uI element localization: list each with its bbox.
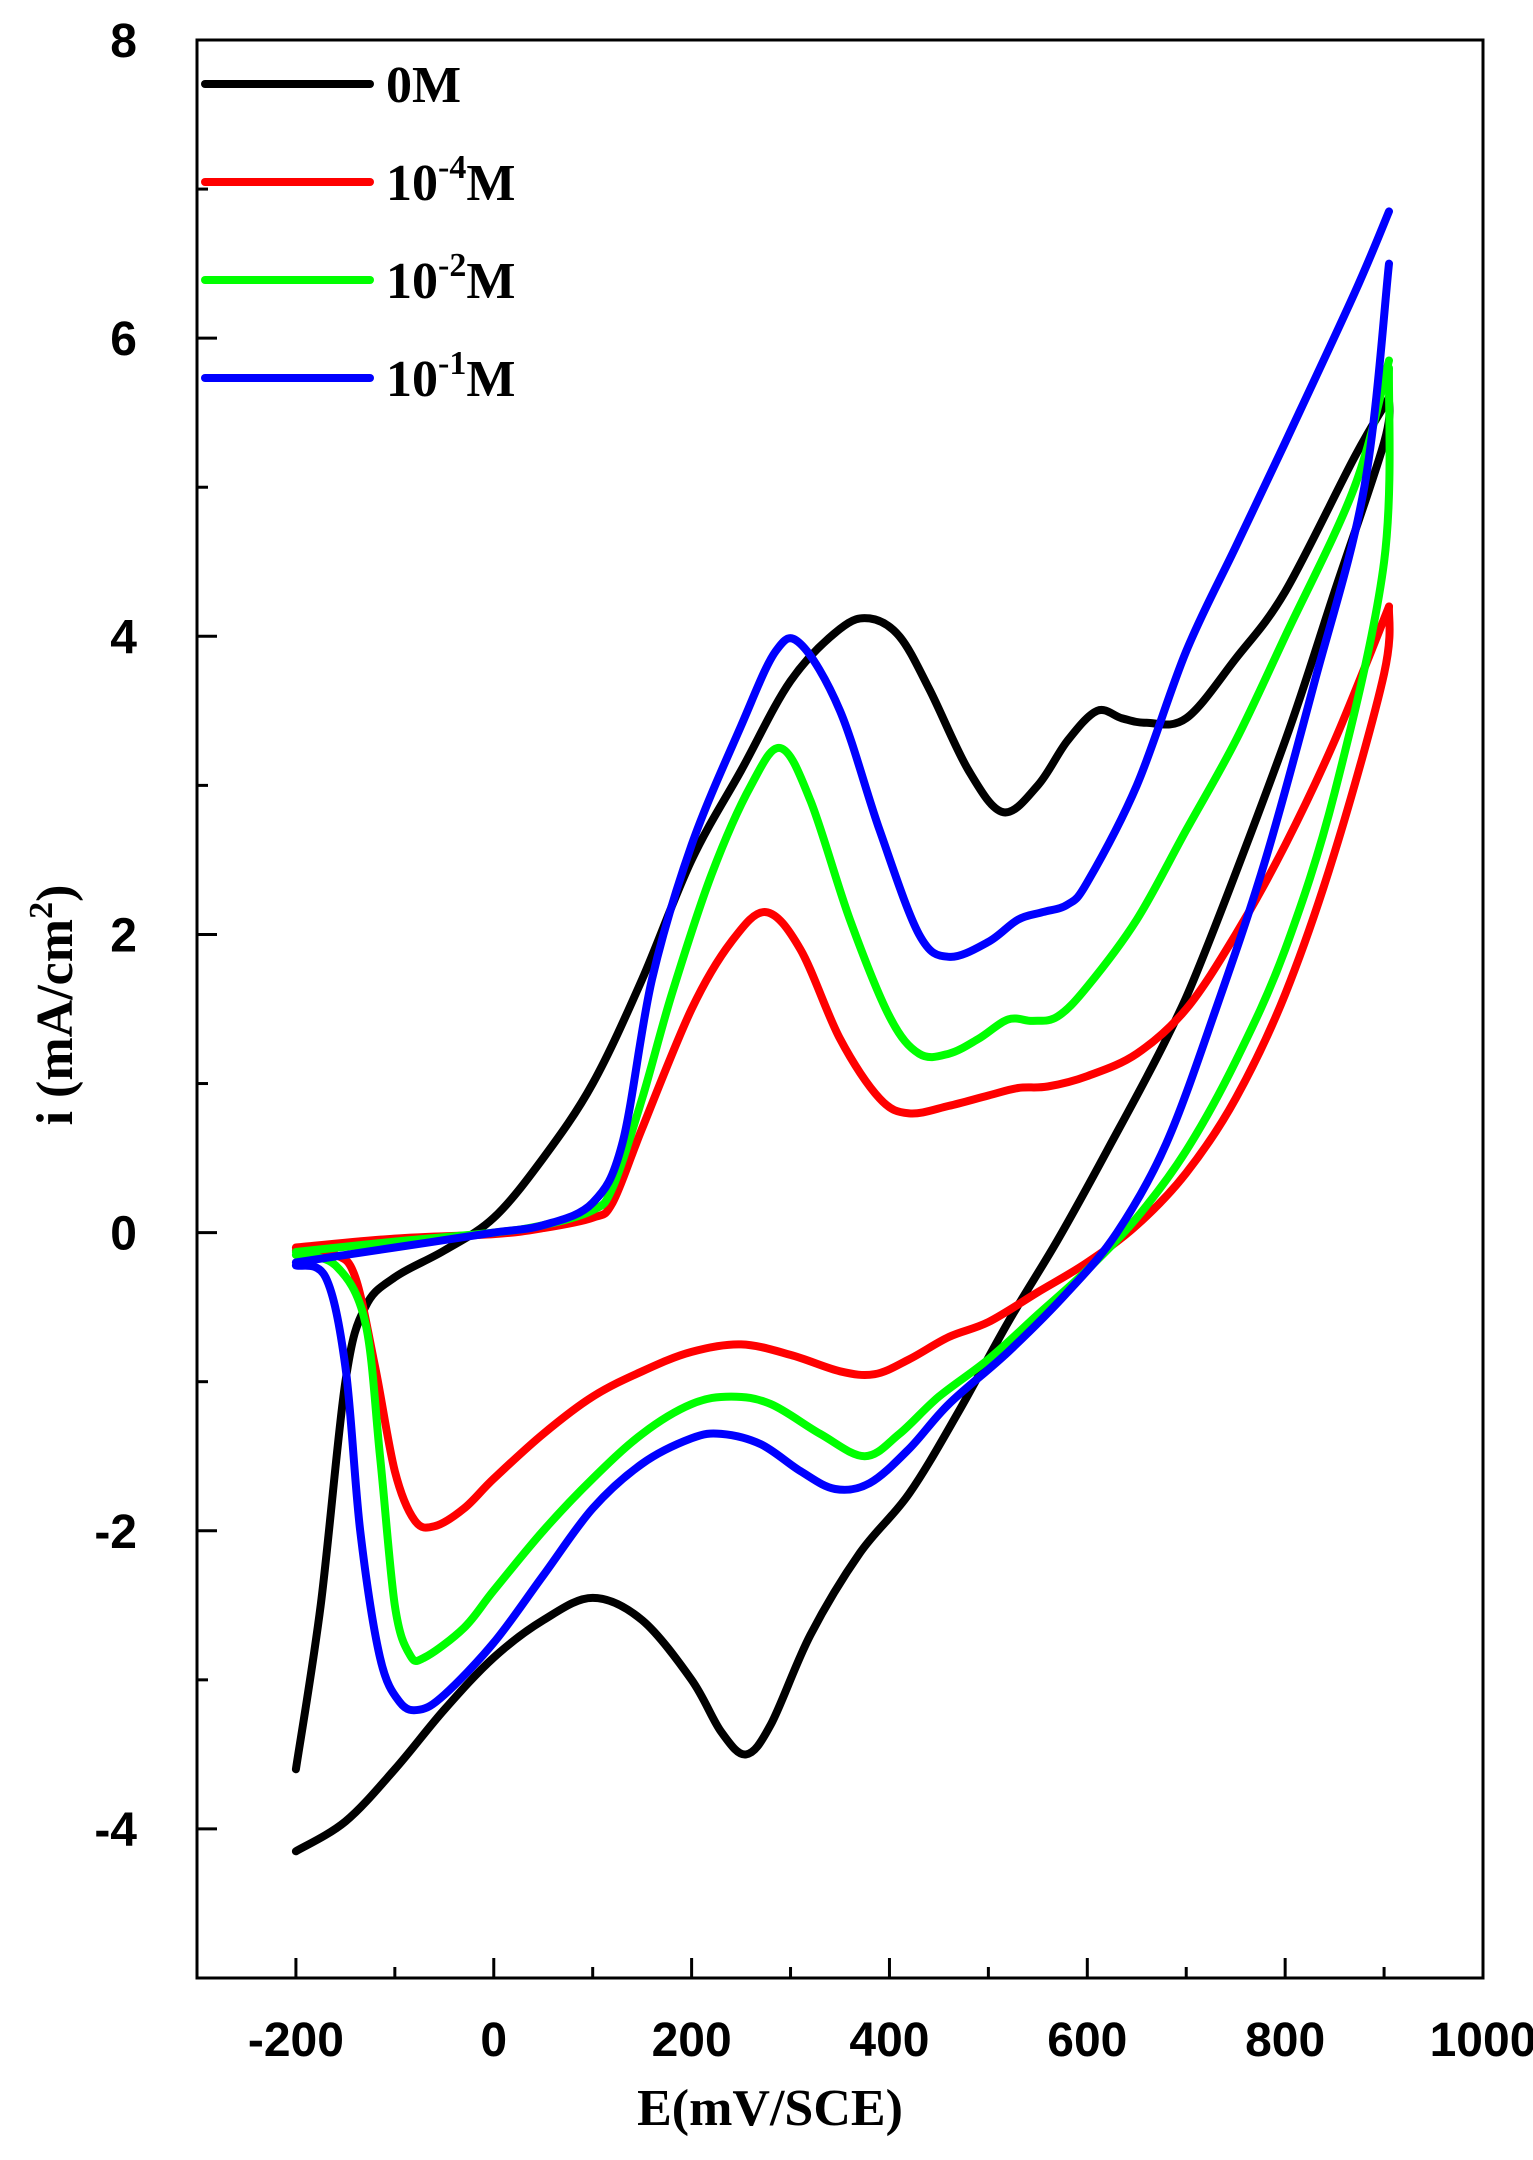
series-10-4m	[291, 602, 1394, 1532]
axis-ticks	[195, 38, 1485, 1980]
y-tick-label: 8	[110, 15, 137, 68]
series-line-forward	[291, 259, 1393, 1715]
legend-label: 10-4M	[386, 149, 515, 212]
y-tick-label: -2	[94, 1506, 137, 1559]
x-tick-label: 1000	[1430, 2014, 1533, 2067]
plot-frame	[195, 38, 1485, 1980]
series-line-reverse	[291, 393, 1393, 1774]
series-line-forward	[291, 364, 1394, 1665]
y-tick-label: -4	[94, 1804, 137, 1857]
y-tick-label: 6	[110, 313, 137, 366]
y-tick-label: 0	[110, 1208, 137, 1261]
x-axis-title: E(mV/SCE)	[637, 2080, 903, 2137]
x-tick-label: 200	[652, 2014, 732, 2067]
series-line-forward	[291, 602, 1394, 1532]
series-line-reverse	[291, 356, 1393, 1256]
y-axis-title: i (mA/cm2)	[23, 885, 84, 1126]
series-line-reverse	[291, 602, 1393, 1252]
y-axis-title-close: )	[27, 885, 84, 902]
legend-label: 10-1M	[386, 345, 515, 408]
legend-item: 10-2M	[201, 247, 515, 310]
legend-label: 10-2M	[386, 247, 515, 310]
series-0m	[291, 393, 1394, 1856]
legend: 0M 10-4M 10-2M 10-1M	[201, 57, 515, 408]
series-lines	[291, 207, 1394, 1856]
legend-label: 0M	[386, 57, 461, 114]
legend-item: 0M	[201, 57, 461, 114]
y-tick-label: 2	[110, 909, 137, 962]
series-line-reverse	[291, 207, 1393, 1267]
x-tick-label: 600	[1047, 2014, 1127, 2067]
x-tick-label: 800	[1245, 2014, 1325, 2067]
legend-item: 10-1M	[201, 345, 515, 408]
y-axis-title-sup: 2	[23, 902, 60, 919]
y-tick-label: 4	[110, 611, 137, 664]
x-tick-label: 400	[849, 2014, 929, 2067]
legend-item: 10-4M	[201, 149, 515, 212]
y-axis-title-main: i (mA/cm	[27, 919, 84, 1125]
x-tick-label: 0	[480, 2014, 507, 2067]
series-line-forward	[291, 393, 1394, 1856]
series-10-1m	[291, 207, 1393, 1715]
x-tick-label: -200	[248, 2014, 344, 2067]
series-10-2m	[291, 356, 1394, 1665]
axis-tick-labels: -200 0 200 400 600 800 1000 -4 -2 0 2 4 6 8	[94, 15, 1533, 2067]
